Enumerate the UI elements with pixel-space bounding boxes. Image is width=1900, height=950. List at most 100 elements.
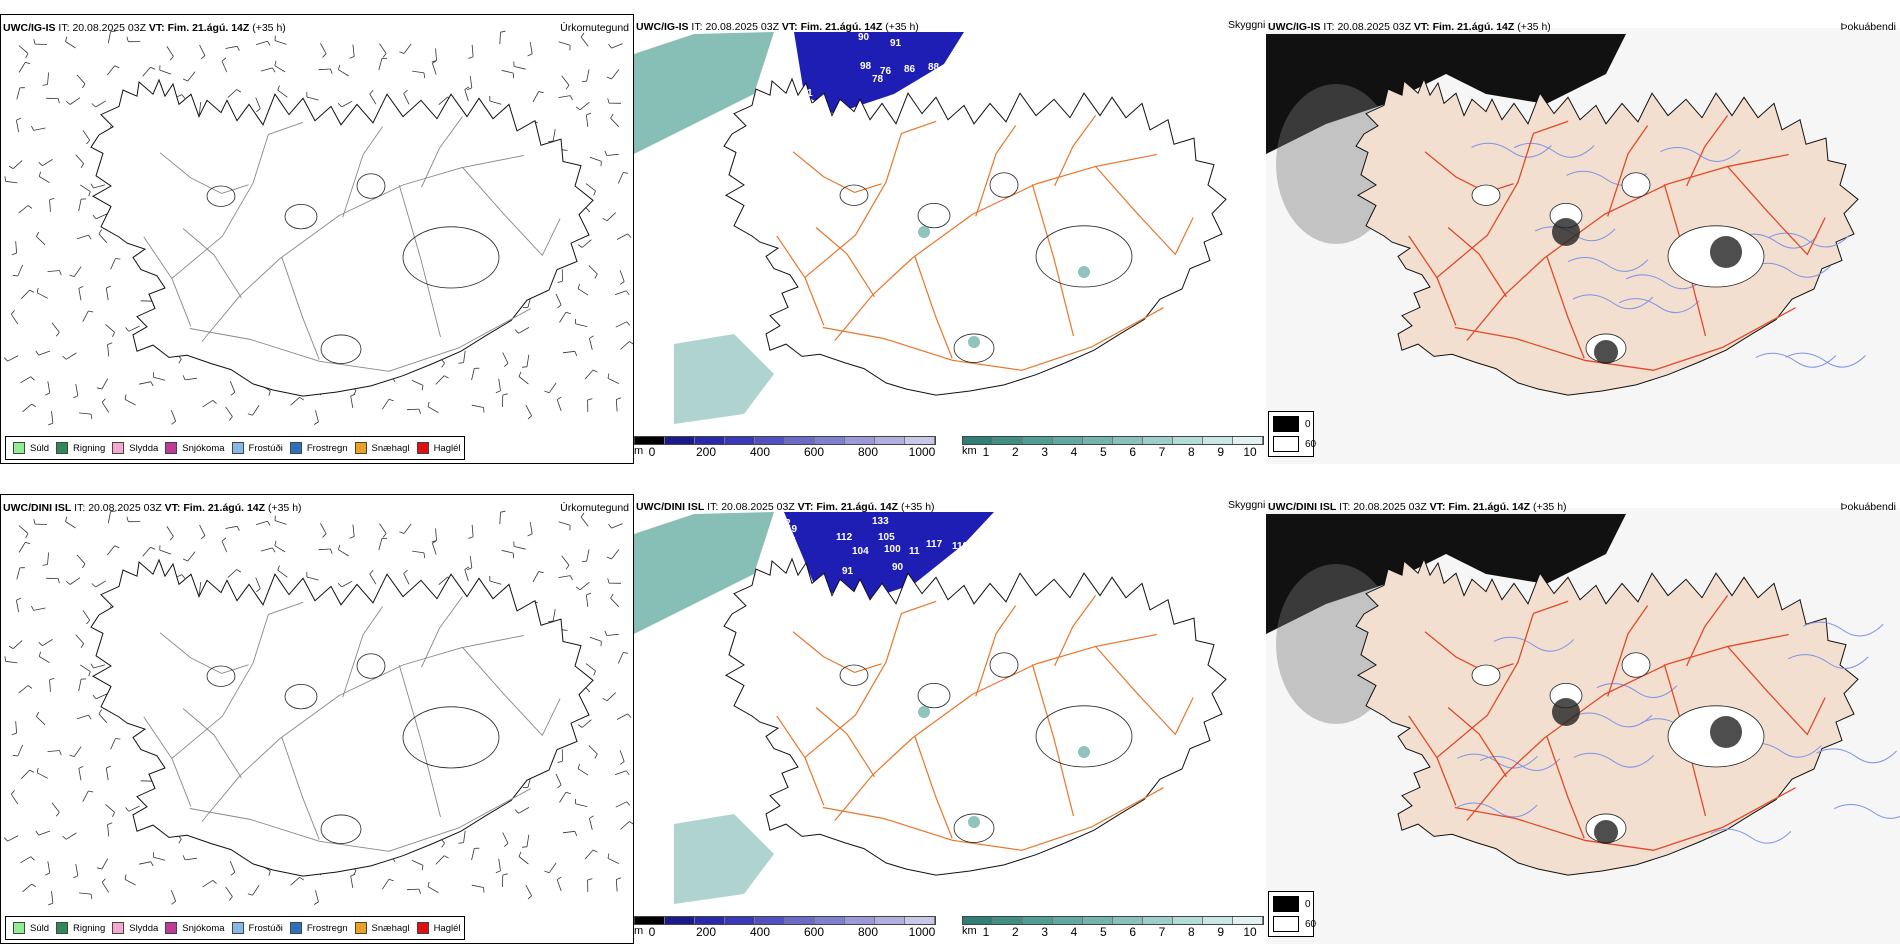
wind-barb [589,338,593,350]
wind-barb-flag [200,535,206,540]
colorbar-cell [1083,917,1113,924]
wind-barb-flag [556,396,562,401]
wind-barb-flag [112,812,115,817]
wind-barb [529,42,533,54]
wind-barb-flag [593,670,596,676]
low-visibility-patch [968,336,980,348]
wind-barb [16,87,21,100]
wind-barb-flag [423,72,425,78]
wind-barb [577,768,589,776]
low-visibility-patch [918,226,930,238]
road-line [182,228,242,299]
colorbar-tick: 3 [1041,925,1048,939]
wind-barb-flag [178,358,182,364]
cloud-base-value: 142 [774,518,791,529]
river-line [1471,142,1552,158]
colorbar-tick: 8 [1187,445,1195,459]
wind-barb [558,95,571,98]
wind-barb [615,879,618,892]
wind-barb-flag [607,578,610,584]
colorbar-cell [1113,437,1143,444]
wind-barb [255,40,268,45]
wind-barb-flag [212,880,217,884]
colorbar-cell [993,917,1023,924]
glacier-outline [1621,652,1651,678]
wind-barb-flag [125,327,130,332]
wind-barb-flag [500,30,506,33]
wind-barb [274,40,287,45]
legend-label: Rigning [73,442,106,454]
wind-barb-flag [73,395,78,399]
wind-barb [489,580,502,585]
road-line [189,308,531,372]
river-line [1802,621,1884,637]
wind-barb [65,832,77,840]
wind-barb [464,569,469,582]
wind-barb-flag [124,394,127,400]
wind-barb [552,609,556,622]
wind-barb-flag [625,290,630,296]
wind-barb-flag [322,533,327,538]
wind-barb [17,264,23,277]
wind-barb-flag [182,855,186,861]
wind-barb [616,713,628,720]
cloud-base-value: 19 [786,524,798,535]
river-line [1573,752,1655,768]
glacier-outline [356,173,386,199]
road-line [1436,600,1569,759]
wind-barb-flag [228,416,233,421]
wind-barb [581,719,592,728]
low-cloud-base-area [784,512,994,604]
wind-barb-flag [608,523,612,529]
wind-barb [498,378,501,391]
wind-barb-flag [619,761,625,765]
wind-barb-flag [467,567,472,571]
wind-barb-flag [268,390,271,396]
wind-barb-flag [626,321,631,326]
wind-barb-flag [602,217,608,222]
river-line [1618,298,1700,314]
wind-barb-flag [221,537,227,542]
wind-barb [229,860,236,873]
wind-barb-flag [181,94,186,99]
wind-barb [252,884,260,896]
wind-barb [187,551,196,562]
glacier-outline [206,185,236,207]
wind-barb [37,292,48,299]
wind-barb [47,552,49,565]
wind-barb [411,860,424,866]
wind-barb-flag [114,545,120,549]
wind-barb-flag [78,285,84,289]
road-line [1424,151,1514,194]
wind-barb-flag [31,605,35,611]
wind-barb [51,802,60,813]
road-line [189,788,531,852]
wind-barb-flag [80,643,85,649]
wind-barb [75,383,79,396]
wind-barb-flag [575,106,581,111]
wind-barb [39,656,50,664]
cloud-base-value: 11 [802,88,813,99]
wind-barb [584,849,594,860]
wind-barb-flag [464,566,470,570]
legend-label: Snæhagl [371,922,410,934]
wind-barb [18,685,29,694]
wind-barb-flag [236,46,240,51]
colorbar-cell [1023,917,1053,924]
wind-barb-flag [458,842,464,844]
river-line [1710,828,1792,844]
road-line [776,235,825,326]
low-visibility-patch [968,816,980,828]
wind-barb-flag [606,76,612,80]
wind-barb [79,412,92,415]
wind-barb-flag [91,103,96,108]
wind-barb [552,129,556,142]
cloud-base-value: 202 [902,500,919,511]
legend-label: Slydda [129,442,159,454]
road-line [1094,165,1194,255]
colorbar-cell [1173,437,1203,444]
wind-barb [76,714,89,720]
cloud-base-value: 91 [956,46,968,57]
road-line [1436,120,1569,279]
wind-barb [82,310,89,322]
